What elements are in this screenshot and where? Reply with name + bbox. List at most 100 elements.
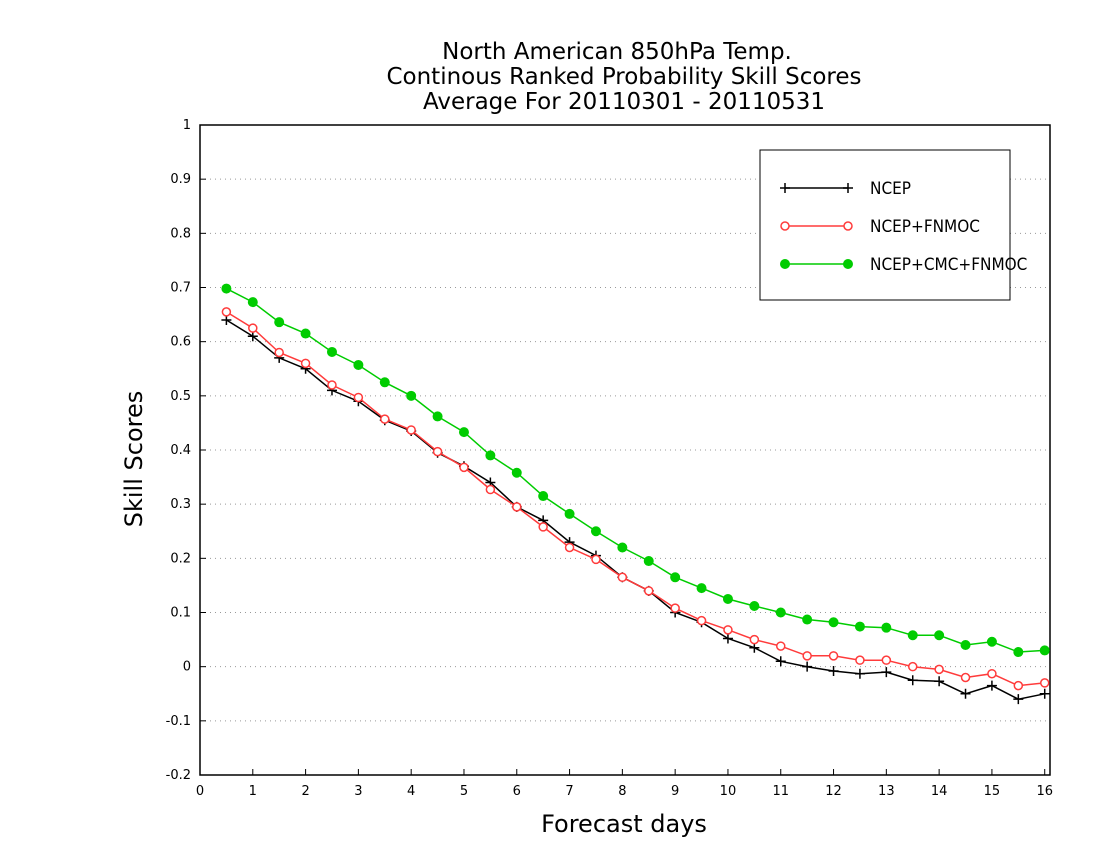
data-point xyxy=(564,508,575,519)
y-tick-label: -0.2 xyxy=(166,768,191,783)
legend-item: NCEP+FNMOC xyxy=(780,217,980,237)
x-tick-label: 13 xyxy=(878,784,895,799)
data-point xyxy=(1013,694,1024,705)
x-tick-label: 11 xyxy=(772,784,789,799)
data-point xyxy=(960,672,971,683)
data-point xyxy=(432,446,443,457)
series-line xyxy=(226,287,1045,653)
data-point xyxy=(881,622,892,633)
data-point xyxy=(960,640,971,650)
data-point xyxy=(934,630,945,641)
data-point xyxy=(670,603,680,613)
data-point xyxy=(802,614,813,625)
data-point xyxy=(881,655,892,665)
data-point xyxy=(843,183,853,193)
data-point xyxy=(485,484,496,495)
data-point xyxy=(538,491,549,502)
data-point xyxy=(643,556,654,567)
data-point xyxy=(987,668,997,679)
legend-box xyxy=(759,149,1011,301)
data-point xyxy=(274,347,284,358)
data-point xyxy=(591,554,601,565)
data-point xyxy=(696,583,707,594)
data-point xyxy=(644,586,654,596)
data-point xyxy=(855,655,865,665)
x-tick-label: 14 xyxy=(931,784,948,799)
data-point xyxy=(723,625,733,635)
data-point xyxy=(854,621,865,632)
x-tick-label: 9 xyxy=(671,784,679,799)
data-point xyxy=(432,411,443,422)
y-axis-label: Skill Scores xyxy=(120,391,148,528)
x-tick-label: 2 xyxy=(301,784,309,799)
legend-label: NCEP+FNMOC xyxy=(870,217,980,237)
data-point xyxy=(843,221,853,231)
y-tick-label: 0.2 xyxy=(170,551,191,566)
series-ncep-fnmoc xyxy=(221,307,1050,691)
data-point xyxy=(749,642,760,653)
data-point xyxy=(934,676,945,687)
data-point xyxy=(300,328,311,339)
data-point xyxy=(696,615,707,626)
data-point xyxy=(1039,678,1050,688)
data-point xyxy=(722,593,733,604)
data-point xyxy=(802,651,812,661)
chart-title: North American 850hPa Temp. Continous Ra… xyxy=(386,39,861,115)
data-point xyxy=(564,542,575,553)
data-point xyxy=(247,331,258,342)
data-point xyxy=(459,462,469,473)
y-tick-label: 0.4 xyxy=(170,443,191,458)
legend-label: NCEP+CMC+FNMOC xyxy=(870,255,1027,275)
x-axis-label: Forecast days xyxy=(541,810,707,838)
data-point xyxy=(722,633,733,644)
data-point xyxy=(775,641,786,651)
data-point xyxy=(775,607,786,618)
data-point xyxy=(326,346,337,357)
x-tick-label: 6 xyxy=(513,784,521,799)
y-tick-label: 0.7 xyxy=(170,281,191,296)
data-point xyxy=(380,414,390,424)
data-point xyxy=(986,680,997,691)
x-tick-label: 16 xyxy=(1036,784,1053,799)
data-point xyxy=(907,675,918,686)
data-point xyxy=(828,666,839,676)
x-tick-label: 4 xyxy=(407,784,415,799)
grid xyxy=(200,178,1050,722)
x-tick-label: 7 xyxy=(565,784,573,799)
data-point xyxy=(406,390,417,401)
y-tick-label: 0.1 xyxy=(170,606,191,621)
data-point xyxy=(221,307,232,317)
series-lines xyxy=(221,283,1050,705)
data-point xyxy=(617,542,628,553)
legend: NCEP NCEP+FNMOC NCEP+CMC+FNMOC xyxy=(759,149,1027,301)
data-point xyxy=(854,668,865,679)
x-tick-label: 1 xyxy=(249,784,257,799)
axes: -0.2-0.100.10.20.30.40.50.60.70.80.910 1 2… xyxy=(166,118,1053,799)
data-point xyxy=(300,358,311,369)
data-point xyxy=(1039,645,1050,656)
data-point xyxy=(353,359,364,370)
legend-label: NCEP xyxy=(870,179,911,199)
data-point xyxy=(843,259,853,269)
title-line-3: Average For 20110301 - 20110531 xyxy=(423,89,825,115)
x-tick-label: 0 xyxy=(196,784,204,799)
data-point xyxy=(881,667,892,678)
data-point xyxy=(1039,688,1050,699)
data-point xyxy=(775,656,786,667)
data-point xyxy=(986,636,997,647)
series-ncep xyxy=(221,315,1050,705)
data-point xyxy=(780,183,790,193)
data-point xyxy=(221,315,232,325)
data-point xyxy=(1013,647,1024,658)
title-line-2: Continous Ranked Probability Skill Score… xyxy=(386,64,861,90)
data-point xyxy=(327,380,337,390)
data-point xyxy=(670,572,681,583)
y-tick-label: 0.9 xyxy=(170,172,191,187)
x-tick-label: 10 xyxy=(720,784,737,799)
data-point xyxy=(247,297,258,308)
data-point xyxy=(458,427,469,438)
data-point xyxy=(780,221,790,231)
data-point xyxy=(1013,680,1024,691)
series-line xyxy=(226,319,1045,700)
